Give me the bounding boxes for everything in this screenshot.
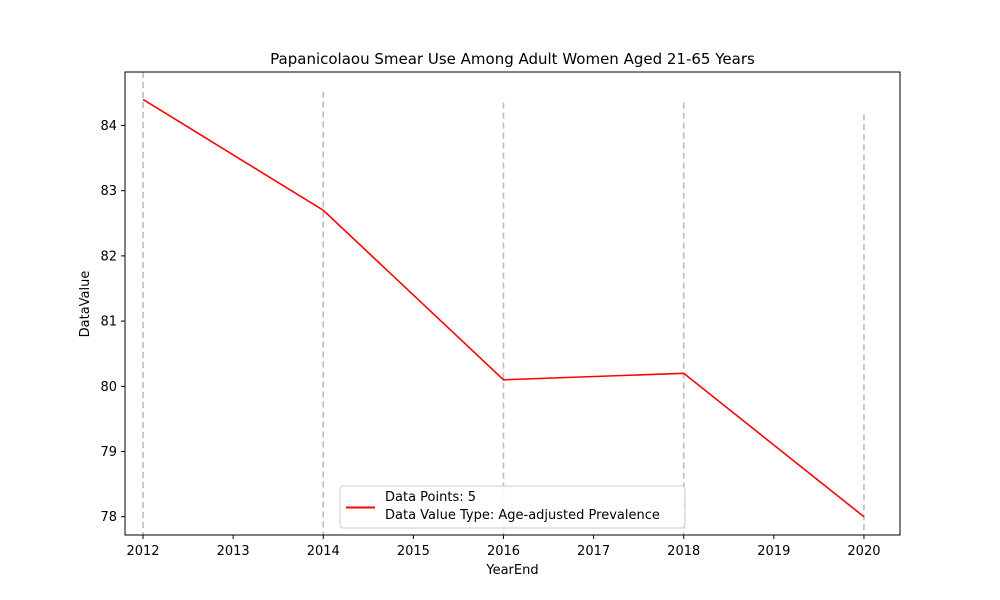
legend-label-line1: Data Points: 5 (385, 490, 476, 505)
x-tick-label: 2018 (667, 544, 700, 559)
y-tick-label: 84 (100, 119, 117, 134)
y-tick-label: 82 (100, 249, 117, 264)
y-tick-label: 78 (100, 510, 117, 525)
legend-label-line2: Data Value Type: Age-adjusted Prevalence (385, 508, 660, 523)
vertical-markers (142, 72, 865, 535)
y-tick-label: 83 (100, 184, 117, 199)
y-tick-label: 81 (100, 315, 117, 330)
chart-title: Papanicolaou Smear Use Among Adult Women… (270, 50, 755, 68)
x-axis-ticks: 2012 2013 2014 2015 2016 2017 2018 2019 2020 (126, 535, 881, 559)
y-axis-ticks: 78 79 80 81 82 83 84 (100, 119, 125, 525)
x-tick-label: 2016 (487, 544, 520, 559)
legend-box (339, 485, 686, 529)
x-tick-label: 2017 (577, 544, 610, 559)
x-axis-label: YearEnd (485, 563, 538, 578)
x-tick-label: 2012 (126, 544, 159, 559)
y-axis-label: DataValue (78, 271, 93, 338)
x-tick-label: 2013 (217, 544, 250, 559)
x-tick-label: 2015 (397, 544, 430, 559)
series-layer (142, 98, 865, 518)
x-tick-label: 2020 (847, 544, 880, 559)
y-tick-label: 80 (100, 380, 117, 395)
legend: Data Points: 5 Data Value Type: Age-adju… (339, 485, 686, 529)
x-tick-label: 2014 (307, 544, 340, 559)
plot-area-frame (124, 71, 901, 536)
y-tick-label: 79 (100, 445, 117, 460)
x-tick-label: 2019 (757, 544, 790, 559)
